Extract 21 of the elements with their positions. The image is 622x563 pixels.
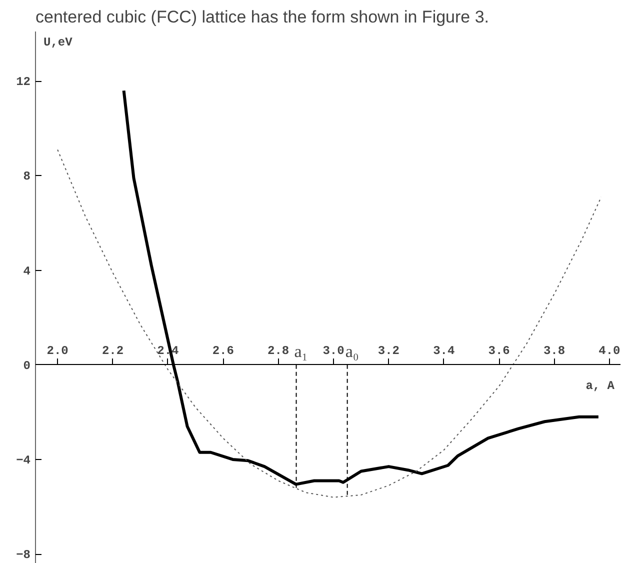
y-tick-label: −8 [16, 548, 31, 562]
x-tick-label: 2.8 [268, 344, 290, 358]
x-tick-label: 2.6 [212, 344, 234, 358]
x-tick-label: 3.0 [322, 344, 344, 358]
y-tick-label: 8 [23, 170, 30, 184]
ref-line-label: a₀ [345, 342, 359, 361]
x-axis-title: a, A [586, 378, 616, 393]
y-tick-label: 12 [16, 75, 31, 90]
y-tick-label: 0 [23, 358, 30, 373]
x-tick-label: 2.0 [46, 344, 68, 358]
y-tick-label: 4 [23, 264, 30, 278]
x-tick-label: 3.2 [378, 344, 400, 358]
x-tick-label: 3.4 [433, 344, 455, 358]
x-tick-label: 3.8 [543, 344, 566, 358]
x-tick-label: 2.2 [102, 344, 124, 358]
y-tick-label: −4 [16, 453, 31, 468]
ref-line-label: a₁ [294, 342, 308, 361]
x-tick-label: 3.6 [488, 344, 510, 358]
x-tick-label: 4.0 [598, 344, 620, 358]
y-axis-title: U,eV [44, 36, 74, 50]
text: centered cubic (FCC) lattice has the form shown in Figure 3. [36, 8, 490, 26]
